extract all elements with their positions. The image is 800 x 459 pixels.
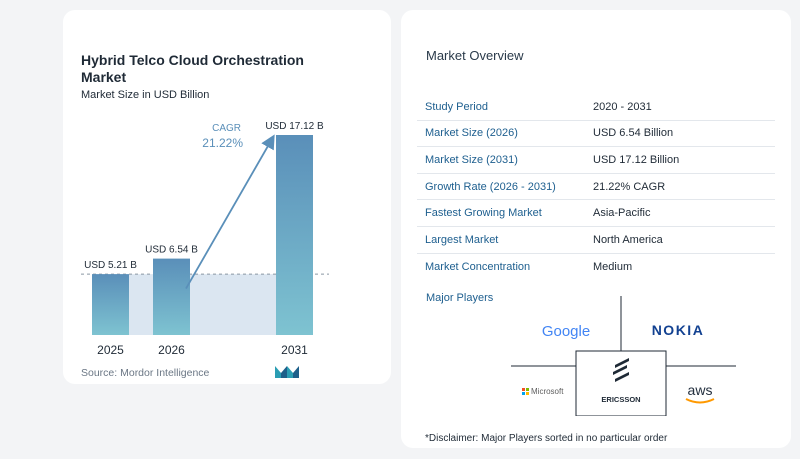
overview-title: Market Overview	[426, 48, 524, 63]
data-label-2025: USD 5.21 B	[84, 260, 137, 271]
cagr-label: CAGR	[212, 123, 241, 134]
mordor-intelligence-logo	[275, 366, 299, 378]
stat-value: Asia-Pacific	[593, 207, 651, 220]
chart-subtitle: Market Size in USD Billion	[81, 89, 210, 101]
chart-card: USD 5.21 B USD 6.54 B USD 17.12 B 2025 2026…	[63, 10, 391, 384]
stat-row-concentration: Market Concentration Medium	[417, 254, 775, 281]
stat-value: North America	[593, 233, 663, 246]
stat-label: Market Size (2031)	[425, 153, 518, 166]
x-tick-2026: 2026	[158, 343, 185, 357]
stat-value: USD 17.12 Billion	[593, 153, 680, 166]
microsoft-label: Microsoft	[531, 387, 564, 396]
cagr-arrow	[185, 134, 275, 290]
nokia-logo: NOKIA	[652, 322, 705, 338]
bar-chart: USD 5.21 B USD 6.54 B USD 17.12 B 2025 2026…	[81, 121, 329, 357]
stat-row-study-period: Study Period 2020 - 2031	[417, 94, 775, 121]
bar-2026	[153, 258, 190, 335]
aws-label: aws	[688, 382, 713, 398]
stat-row-growth-rate: Growth Rate (2026 - 2031) 21.22% CAGR	[417, 174, 775, 201]
stat-label: Largest Market	[425, 233, 499, 246]
bar-2031	[276, 135, 313, 335]
ericsson-label: ERICSSON	[601, 395, 640, 404]
stat-row-largest-market: Largest Market North America	[417, 227, 775, 254]
players-grid: Google NOKIA Microsoft ERICSSON aws	[511, 296, 736, 416]
stat-value: 21.22% CAGR	[593, 180, 666, 193]
bar-2025	[92, 274, 129, 335]
stats-table: Study Period 2020 - 2031 Market Size (20…	[417, 94, 775, 280]
x-tick-2025: 2025	[97, 343, 124, 357]
stat-label: Fastest Growing Market	[425, 207, 542, 220]
stat-row-market-size-2026: Market Size (2026) USD 6.54 Billion	[417, 121, 775, 148]
stat-row-market-size-2031: Market Size (2031) USD 17.12 Billion	[417, 147, 775, 174]
ericsson-logo: ERICSSON	[601, 358, 641, 404]
data-label-2026: USD 6.54 B	[145, 245, 198, 256]
stat-label: Study Period	[425, 100, 488, 113]
stat-row-fastest-growing: Fastest Growing Market Asia-Pacific	[417, 200, 775, 227]
players-title: Major Players	[426, 292, 494, 304]
aws-logo: aws	[685, 382, 715, 404]
stat-value: Medium	[593, 260, 633, 273]
microsoft-logo: Microsoft	[522, 387, 564, 396]
stat-label: Market Concentration	[425, 260, 531, 273]
source-text: Source: Mordor Intelligence	[81, 367, 210, 379]
stat-value: USD 6.54 Billion	[593, 127, 674, 140]
stat-value: 2020 - 2031	[593, 100, 652, 113]
stat-label: Growth Rate (2026 - 2031)	[425, 180, 556, 193]
stat-label: Market Size (2026)	[425, 127, 518, 140]
chart-title: Hybrid Telco Cloud Orchestration Market	[81, 52, 304, 85]
data-label-2031: USD 17.12 B	[265, 121, 324, 132]
x-tick-2031: 2031	[281, 343, 308, 357]
google-logo: Google	[542, 323, 590, 340]
disclaimer: *Disclaimer: Major Players sorted in no …	[425, 433, 668, 444]
overview-card: Market Overview Study Period 2020 - 2031…	[401, 10, 791, 448]
cagr-value: 21.22%	[202, 136, 243, 150]
